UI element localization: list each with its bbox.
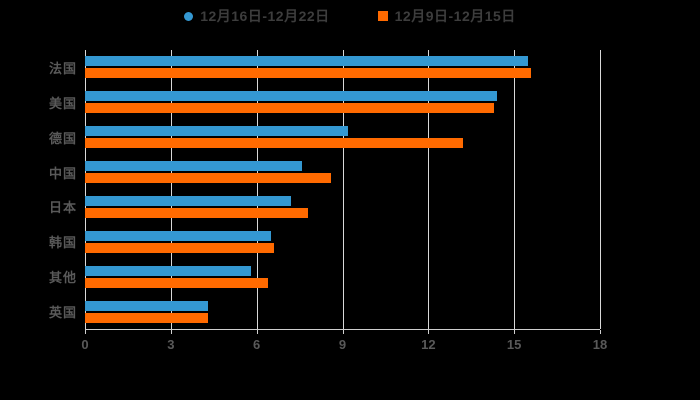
x-tick-mark bbox=[256, 330, 258, 334]
x-tick-mark bbox=[428, 330, 430, 334]
category-label: 英国 bbox=[48, 305, 77, 321]
gridline bbox=[428, 50, 430, 329]
bar-row bbox=[85, 155, 600, 190]
gridline bbox=[514, 50, 516, 329]
gridline bbox=[342, 50, 344, 329]
bar-series-1 bbox=[85, 56, 529, 67]
bar-row bbox=[85, 120, 600, 155]
x-tick-label: 3 bbox=[167, 337, 175, 352]
bar-row bbox=[85, 224, 600, 259]
bar-row bbox=[85, 190, 600, 225]
plot-area bbox=[85, 50, 601, 330]
category-label: 法国 bbox=[48, 60, 77, 76]
bar-series-1 bbox=[85, 230, 271, 241]
bar-series-1 bbox=[85, 161, 303, 172]
category-label: 韩国 bbox=[48, 235, 77, 251]
bar-series-2 bbox=[85, 312, 209, 323]
legend-label: 12月16日-12月22日 bbox=[200, 8, 330, 24]
bar-series-1 bbox=[85, 91, 497, 102]
bar-series-2 bbox=[85, 103, 495, 114]
y-axis-category-labels: 法国美国德国中国日本韩国其他英国 bbox=[0, 50, 77, 329]
bar-series-2 bbox=[85, 173, 332, 184]
x-tick-label: 0 bbox=[81, 337, 89, 352]
legend-item-dec9-15[interactable]: 12月9日-12月15日 bbox=[377, 6, 516, 26]
gridline bbox=[600, 50, 601, 329]
bar-series-2 bbox=[85, 207, 309, 218]
legend-label: 12月9日-12月15日 bbox=[394, 8, 516, 24]
gridline bbox=[85, 50, 86, 329]
x-axis: 0 3 6 9 12 15 18 bbox=[81, 330, 607, 356]
category-label: 其他 bbox=[48, 270, 77, 286]
legend-circle-marker-icon bbox=[184, 11, 194, 21]
bar-rows bbox=[85, 50, 600, 329]
chart-legend: 12月16日-12月22日 12月9日-12月15日 bbox=[0, 6, 700, 26]
bar-row bbox=[85, 259, 600, 294]
x-tick-mark bbox=[170, 330, 172, 334]
gridline bbox=[256, 50, 258, 329]
bar-row bbox=[85, 294, 600, 329]
bar-series-2 bbox=[85, 68, 532, 79]
x-tick-label: 9 bbox=[338, 337, 347, 352]
x-tick-mark bbox=[342, 330, 344, 334]
x-tick-mark bbox=[85, 330, 86, 334]
bar-series-2 bbox=[85, 242, 274, 253]
bar-series-2 bbox=[85, 277, 269, 288]
bar-series-1 bbox=[85, 265, 251, 276]
bar-row bbox=[85, 50, 600, 85]
bar-series-2 bbox=[85, 138, 463, 149]
x-tick-mark bbox=[514, 330, 516, 334]
bar-series-1 bbox=[85, 300, 209, 311]
x-tick-label: 18 bbox=[592, 337, 608, 352]
bar-series-1 bbox=[85, 126, 349, 137]
x-tick-mark bbox=[600, 330, 601, 334]
x-tick-label: 6 bbox=[253, 337, 261, 352]
x-tick-label: 15 bbox=[506, 337, 522, 352]
bar-series-1 bbox=[85, 195, 291, 206]
x-tick-label: 12 bbox=[421, 337, 436, 352]
category-label: 美国 bbox=[48, 95, 77, 111]
category-label: 日本 bbox=[48, 200, 77, 216]
gridline bbox=[170, 50, 172, 329]
bar-row bbox=[85, 85, 600, 120]
legend-item-dec16-22[interactable]: 12月16日-12月22日 bbox=[184, 6, 329, 26]
legend-square-marker-icon bbox=[377, 11, 388, 21]
category-label: 中国 bbox=[48, 165, 77, 181]
category-label: 德国 bbox=[48, 130, 77, 146]
